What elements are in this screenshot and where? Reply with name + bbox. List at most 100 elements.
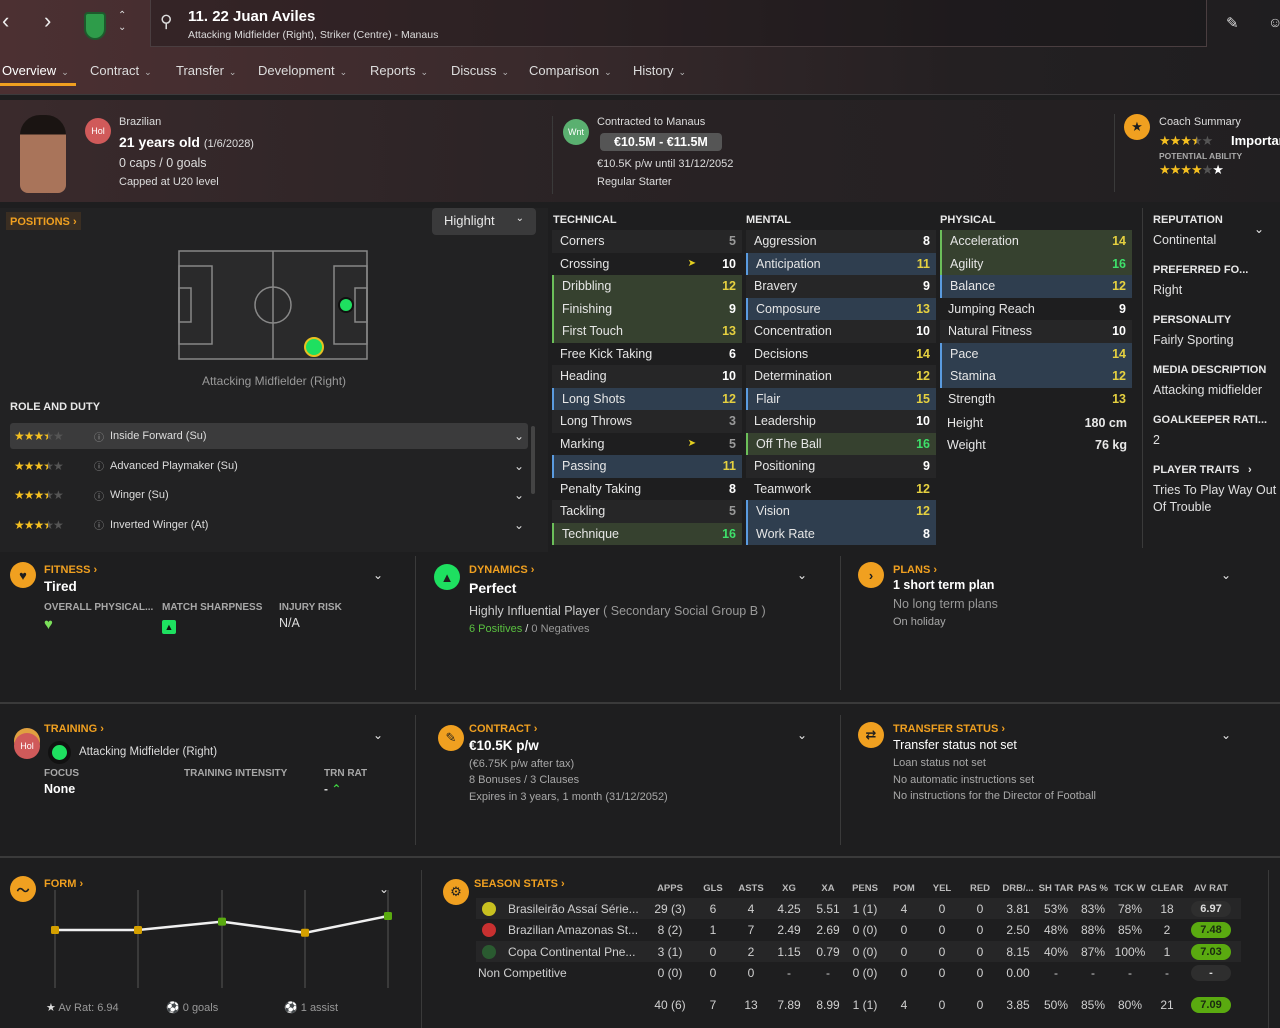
attribute-free-kick-taking[interactable]: Free Kick Taking 6 [552,343,742,366]
attribute-concentration[interactable]: Concentration 10 [746,320,936,343]
role-row[interactable]: ★★★★★ ⓘ Winger (Su) ⌄ [10,482,528,508]
column-header[interactable]: SH TAR [1038,883,1074,894]
tab-history[interactable]: History ⌄ [633,63,686,87]
info-icon[interactable]: ⓘ [94,462,104,473]
attribute-jumping-reach[interactable]: Jumping Reach 9 [940,298,1132,321]
tab-discuss[interactable]: Discuss ⌄ [451,63,509,87]
attribute-marking[interactable]: Marking ➤ 5 [552,433,742,456]
info-icon[interactable]: ⓘ [94,491,104,503]
attribute-flair[interactable]: Flair 15 [746,387,936,410]
attribute-agility[interactable]: Agility 16 [940,252,1132,275]
dynamics-expand-icon[interactable]: ⌄ [797,568,808,582]
attribute-acceleration[interactable]: Acceleration 14 [940,230,1132,253]
info-icon[interactable]: ⓘ [94,521,104,532]
attribute-first-touch[interactable]: First Touch 13 [552,320,742,343]
forward-button[interactable]: › [44,8,52,33]
column-header[interactable]: CLEAR [1150,883,1184,894]
tab-overview[interactable]: Overview ⌄ [2,63,69,87]
attribute-decisions[interactable]: Decisions 14 [746,343,936,366]
attribute-strength[interactable]: Strength 13 [940,388,1132,411]
column-header[interactable]: YEL [932,883,952,894]
edit-icon[interactable]: ✎ [1226,15,1239,32]
transfer-expand-icon[interactable]: ⌄ [1221,728,1232,742]
column-header[interactable]: RED [969,883,991,894]
attribute-balance[interactable]: Balance 12 [940,275,1132,298]
attribute-pace[interactable]: Pace 14 [940,342,1132,365]
form-expand-icon[interactable]: ⌄ [379,882,390,896]
role-row[interactable]: ★★★★★ ⓘ Inverted Winger (At) ⌄ [10,512,528,538]
attribute-bravery[interactable]: Bravery 9 [746,275,936,298]
season-stats-link[interactable]: SEASON STATS › [474,878,565,890]
column-header[interactable]: DRB/... [1002,883,1034,894]
column-header[interactable]: GLS [703,883,723,894]
attribute-determination[interactable]: Determination 12 [746,365,936,388]
role-row[interactable]: ★★★★★ ⓘ Inside Forward (Su) ⌄ [10,423,528,449]
roles-scrollbar[interactable] [531,426,535,494]
training-expand-icon[interactable]: ⌄ [373,728,384,742]
fitness-link[interactable]: FITNESS › [44,564,98,576]
attribute-positioning[interactable]: Positioning 9 [746,455,936,478]
attribute-heading[interactable]: Heading 10 [552,365,742,388]
player-up-down-icon[interactable]: ⌃ ⌄ [118,10,127,33]
chevron-down-icon[interactable]: ⌄ [513,488,524,502]
attribute-composure[interactable]: Composure 13 [746,297,936,320]
attribute-passing[interactable]: Passing 11 [552,455,742,478]
column-header[interactable]: XG [782,883,796,894]
value-tag[interactable]: €10.5M - €11.5M [600,133,722,151]
plans-expand-icon[interactable]: ⌄ [1221,568,1232,582]
fitness-expand-icon[interactable]: ⌄ [373,568,384,582]
attribute-tackling[interactable]: Tackling 5 [552,500,742,523]
column-header[interactable]: AV RAT [1194,883,1228,894]
training-link[interactable]: TRAINING › [44,723,104,735]
tab-development[interactable]: Development ⌄ [258,63,347,87]
attribute-teamwork[interactable]: Teamwork 12 [746,478,936,501]
attribute-crossing[interactable]: Crossing ➤ 10 [552,253,742,276]
column-header[interactable]: ASTS [738,883,764,894]
attribute-finishing[interactable]: Finishing 9 [552,297,742,320]
column-header[interactable]: XA [821,883,835,894]
chevron-down-icon[interactable]: ⌄ [513,429,524,443]
tab-contract[interactable]: Contract ⌄ [90,63,152,87]
attribute-long-throws[interactable]: Long Throws 3 [552,410,742,433]
plans-link[interactable]: PLANS › [893,564,938,576]
attribute-dribbling[interactable]: Dribbling 12 [552,275,742,298]
column-header[interactable]: TCK W [1114,883,1146,894]
chevron-right-icon[interactable]: › [1248,464,1252,476]
attribute-natural-fitness[interactable]: Natural Fitness 10 [940,320,1132,343]
info-icon[interactable]: ⓘ [94,432,104,444]
form-link[interactable]: FORM › [44,878,84,890]
chevron-down-icon[interactable]: ⌄ [513,517,524,532]
attribute-off-the-ball[interactable]: Off The Ball 16 [746,432,936,455]
highlight-dropdown[interactable]: Highlight ⌄ [432,208,536,235]
search-icon[interactable]: ⚲ [160,12,173,31]
contract-expand-icon[interactable]: ⌄ [797,728,808,742]
positions-link[interactable]: POSITIONS › [6,212,81,230]
attribute-long-shots[interactable]: Long Shots 12 [552,387,742,410]
profile-icon[interactable]: ☺ [1268,14,1280,30]
attribute-penalty-taking[interactable]: Penalty Taking 8 [552,478,742,501]
attribute-leadership[interactable]: Leadership 10 [746,410,936,433]
sidebar-heading[interactable]: PLAYER TRAITS [1153,464,1240,476]
column-header[interactable]: PAS % [1078,883,1108,894]
attribute-vision[interactable]: Vision 12 [746,500,936,523]
search-box[interactable] [150,0,1207,47]
column-header[interactable]: APPS [657,883,683,894]
tab-transfer[interactable]: Transfer ⌄ [176,63,236,87]
attribute-aggression[interactable]: Aggression 8 [746,230,936,253]
transfer-status-link[interactable]: TRANSFER STATUS › [893,723,1006,735]
tab-comparison[interactable]: Comparison ⌄ [529,63,612,87]
attribute-stamina[interactable]: Stamina 12 [940,365,1132,388]
column-header[interactable]: POM [893,883,915,894]
dynamics-link[interactable]: DYNAMICS › [469,564,535,576]
contract-link[interactable]: CONTRACT › [469,723,538,735]
attribute-corners[interactable]: Corners 5 [552,230,742,253]
club-badge-icon[interactable] [84,12,106,40]
chevron-down-icon[interactable]: ⌄ [513,458,524,473]
tab-reports[interactable]: Reports ⌄ [370,63,428,87]
back-button[interactable]: ‹ [2,8,10,33]
reputation-chevron-icon[interactable]: ⌄ [1254,222,1265,236]
attribute-anticipation[interactable]: Anticipation 11 [746,252,936,275]
role-row[interactable]: ★★★★★ ⓘ Advanced Playmaker (Su) ⌄ [10,453,528,479]
column-header[interactable]: PENS [852,883,878,894]
attribute-work-rate[interactable]: Work Rate 8 [746,522,936,545]
